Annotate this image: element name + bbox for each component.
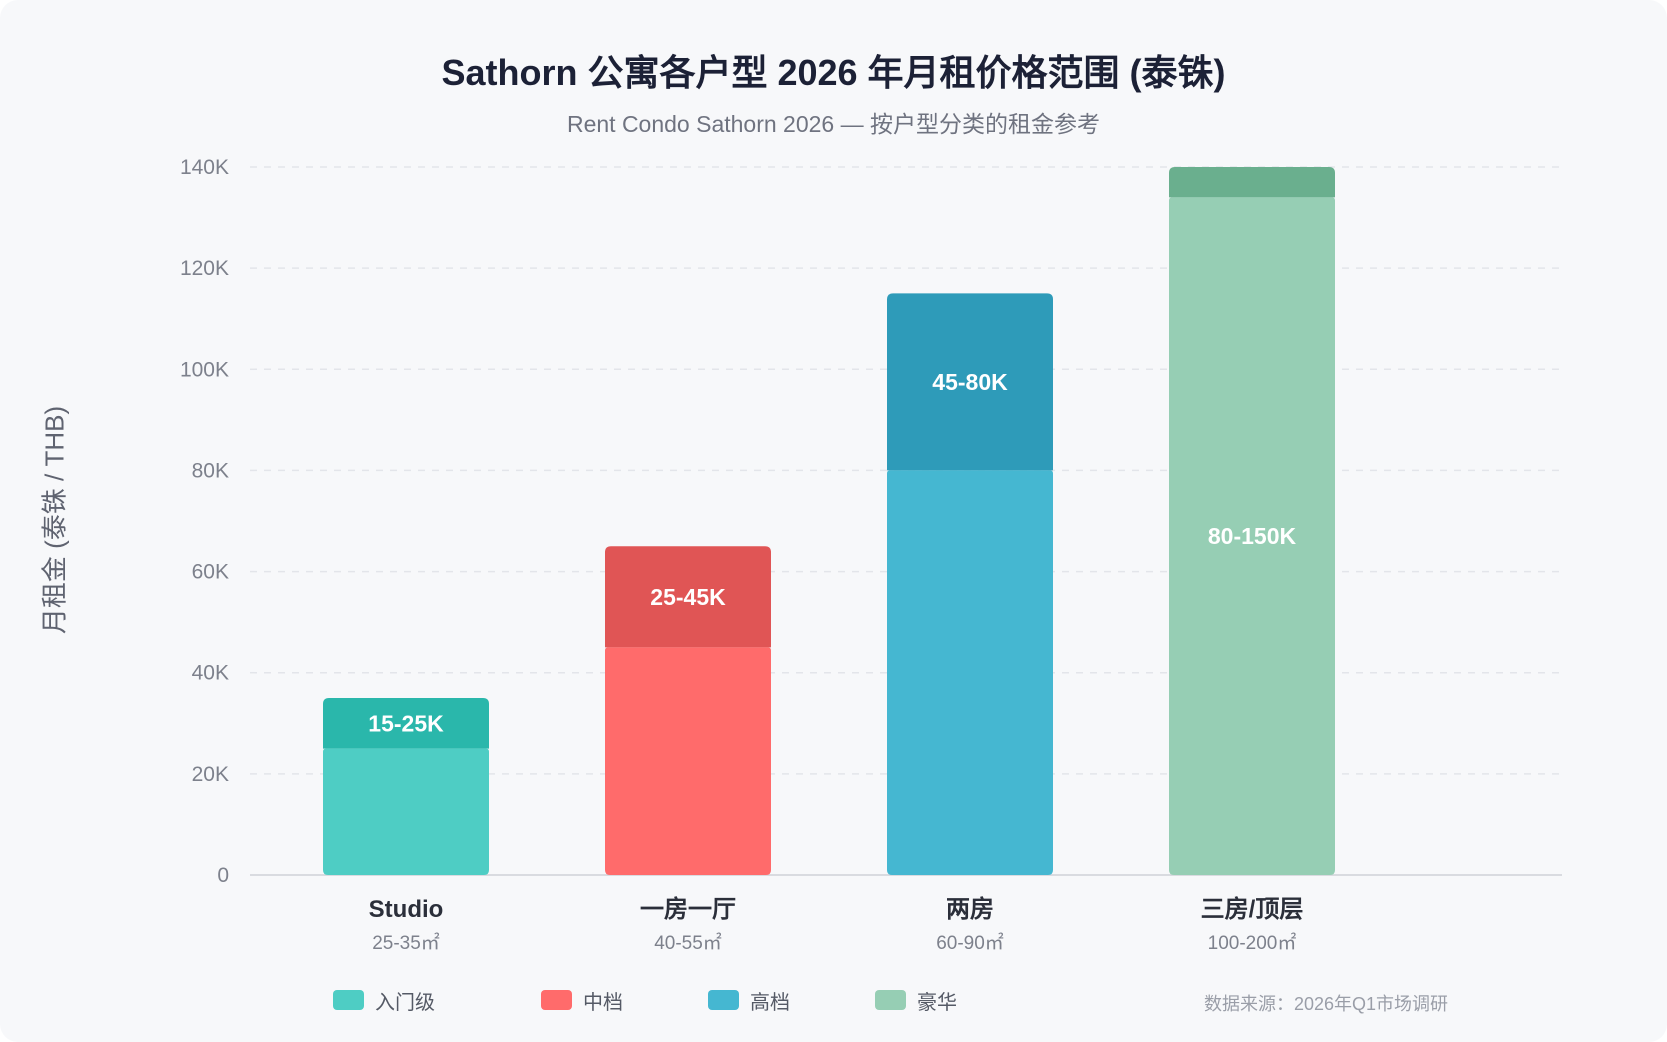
- legend-swatch-mid: [541, 990, 572, 1010]
- y-tick-label: 0: [217, 864, 229, 887]
- bar-value-label: 15-25K: [368, 710, 444, 736]
- legend-item-luxury: 豪华: [875, 985, 957, 1015]
- legend-item-high: 高档: [708, 985, 790, 1015]
- y-tick-label: 40K: [192, 662, 229, 685]
- x-tick-sublabel: 40-55㎡: [654, 931, 722, 954]
- x-tick-label: 一房一厅: [640, 895, 736, 923]
- x-tick-sublabel: 60-90㎡: [936, 931, 1004, 954]
- legend-item-entry: 入门级: [333, 985, 435, 1015]
- bar-base-segment: [887, 470, 1053, 875]
- legend-label-luxury: 豪华: [917, 991, 957, 1014]
- legend-label-high: 高档: [750, 991, 790, 1014]
- bar-range-segment: [323, 698, 489, 749]
- bar-value-label: 25-45K: [650, 584, 726, 610]
- chart-title: Sathorn 公寓各户型 2026 年月租价格范围 (泰铢): [441, 52, 1226, 93]
- legend-label-entry: 入门级: [375, 991, 435, 1014]
- y-tick-label: 80K: [192, 459, 229, 482]
- x-tick-label: Studio: [369, 896, 444, 923]
- bar-range-segment: [605, 546, 771, 648]
- x-tick-label: 两房: [946, 895, 994, 923]
- legend: 入门级 中档 高档 豪华: [0, 985, 1667, 1015]
- bar-range-segment: [1169, 167, 1335, 198]
- bar-range-segment: [887, 293, 1053, 471]
- legend-label-mid: 中档: [583, 991, 623, 1014]
- x-tick-label: 三房/顶层: [1201, 895, 1304, 923]
- data-source-note: 数据来源：2026年Q1市场调研: [1204, 994, 1449, 1014]
- x-tick-sublabel: 25-35㎡: [372, 931, 440, 954]
- legend-swatch-high: [708, 990, 739, 1010]
- bar-base-segment: [605, 647, 771, 875]
- legend-swatch-luxury: [875, 990, 906, 1010]
- y-tick-label: 140K: [180, 156, 229, 179]
- legend-item-mid: 中档: [541, 985, 623, 1015]
- y-tick-label: 20K: [192, 763, 229, 786]
- bar-value-label: 45-80K: [932, 369, 1008, 395]
- x-tick-sublabel: 100-200㎡: [1208, 931, 1297, 954]
- y-tick-label: 60K: [192, 561, 229, 584]
- y-tick-label: 120K: [180, 257, 229, 280]
- y-tick-label: 100K: [180, 358, 229, 381]
- bar-value-label: 80-150K: [1208, 523, 1297, 549]
- chart-subtitle: Rent Condo Sathorn 2026 — 按户型分类的租金参考: [566, 111, 1101, 137]
- bar-base-segment: [323, 748, 489, 875]
- bar-base-segment: [1169, 197, 1335, 876]
- legend-swatch-entry: [333, 990, 364, 1010]
